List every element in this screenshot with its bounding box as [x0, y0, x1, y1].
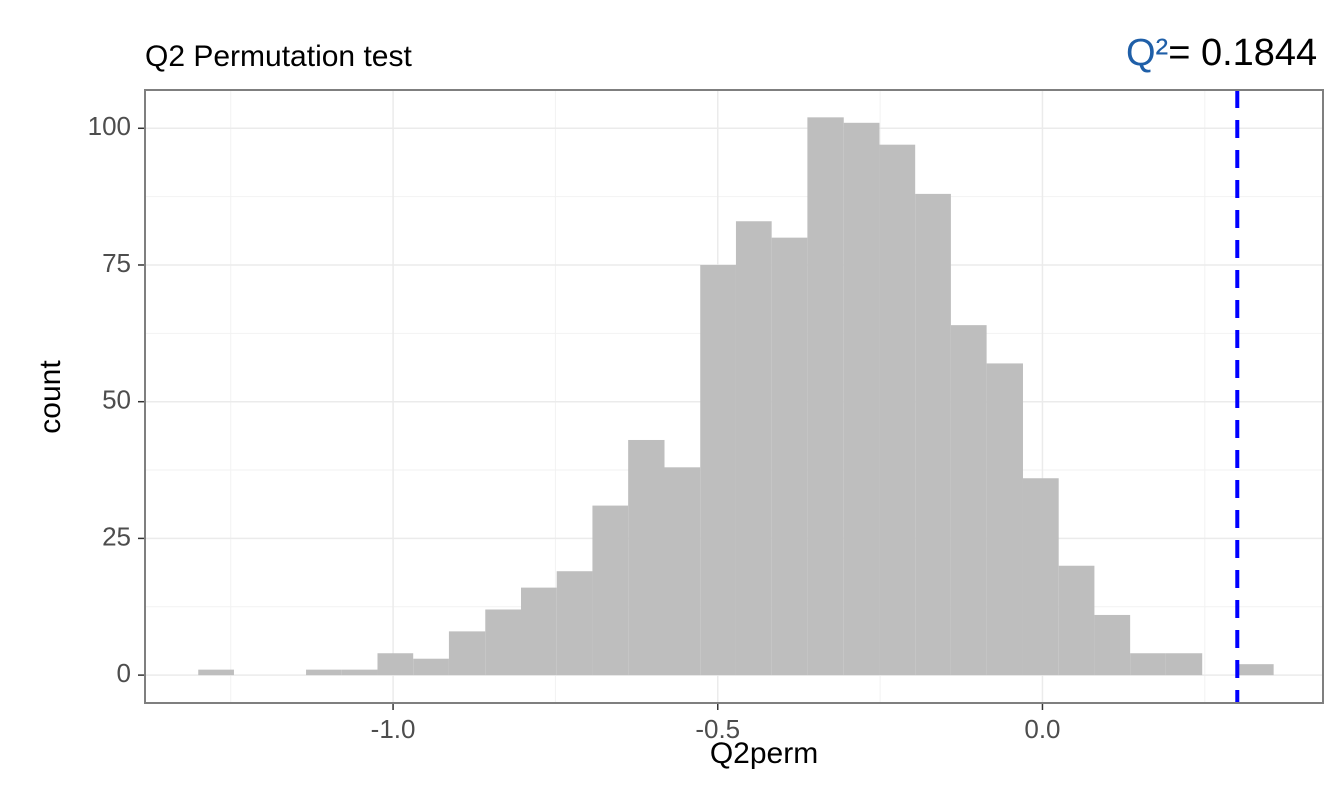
bar: [700, 264, 736, 676]
annotation: Q²= 0.1844: [1126, 32, 1317, 74]
bar: [413, 658, 449, 676]
bar: [341, 669, 378, 676]
x-tick-label: 0.0: [1024, 714, 1060, 744]
annotation-text: = 0.1844: [1168, 32, 1317, 74]
bar: [771, 237, 808, 676]
y-axis-label: count: [34, 360, 67, 434]
bar: [1094, 614, 1131, 676]
y-tick-label: 0: [117, 658, 131, 688]
bar: [448, 631, 486, 676]
bar: [592, 505, 629, 676]
bar: [1165, 653, 1203, 676]
bar: [485, 609, 521, 676]
bar: [377, 653, 414, 676]
bar: [1237, 664, 1274, 676]
annotation-symbol: Q²: [1126, 32, 1168, 74]
bar: [1058, 565, 1095, 676]
bar: [986, 363, 1023, 676]
x-tick-label: -0.5: [695, 714, 740, 744]
bar: [664, 467, 701, 676]
bar: [843, 122, 880, 676]
chart-title: Q2 Permutation test: [145, 40, 412, 73]
bar: [520, 587, 557, 676]
bar: [628, 439, 665, 676]
bar: [1022, 478, 1059, 676]
bar: [735, 221, 772, 676]
bar: [1130, 653, 1166, 676]
x-tick-label: -1.0: [371, 714, 416, 744]
bar: [879, 144, 916, 676]
bar: [306, 669, 342, 676]
plot-border: [144, 89, 1324, 704]
bar: [198, 669, 234, 676]
x-axis-label: Q2perm: [710, 737, 818, 770]
bar: [915, 193, 951, 676]
bar: [556, 571, 593, 676]
bar: [950, 325, 987, 676]
y-tick-label: 25: [102, 521, 131, 551]
y-tick-label: 100: [88, 111, 131, 141]
y-tick-label: 75: [102, 248, 131, 278]
bar: [807, 117, 844, 676]
y-tick-label: 50: [102, 385, 131, 415]
